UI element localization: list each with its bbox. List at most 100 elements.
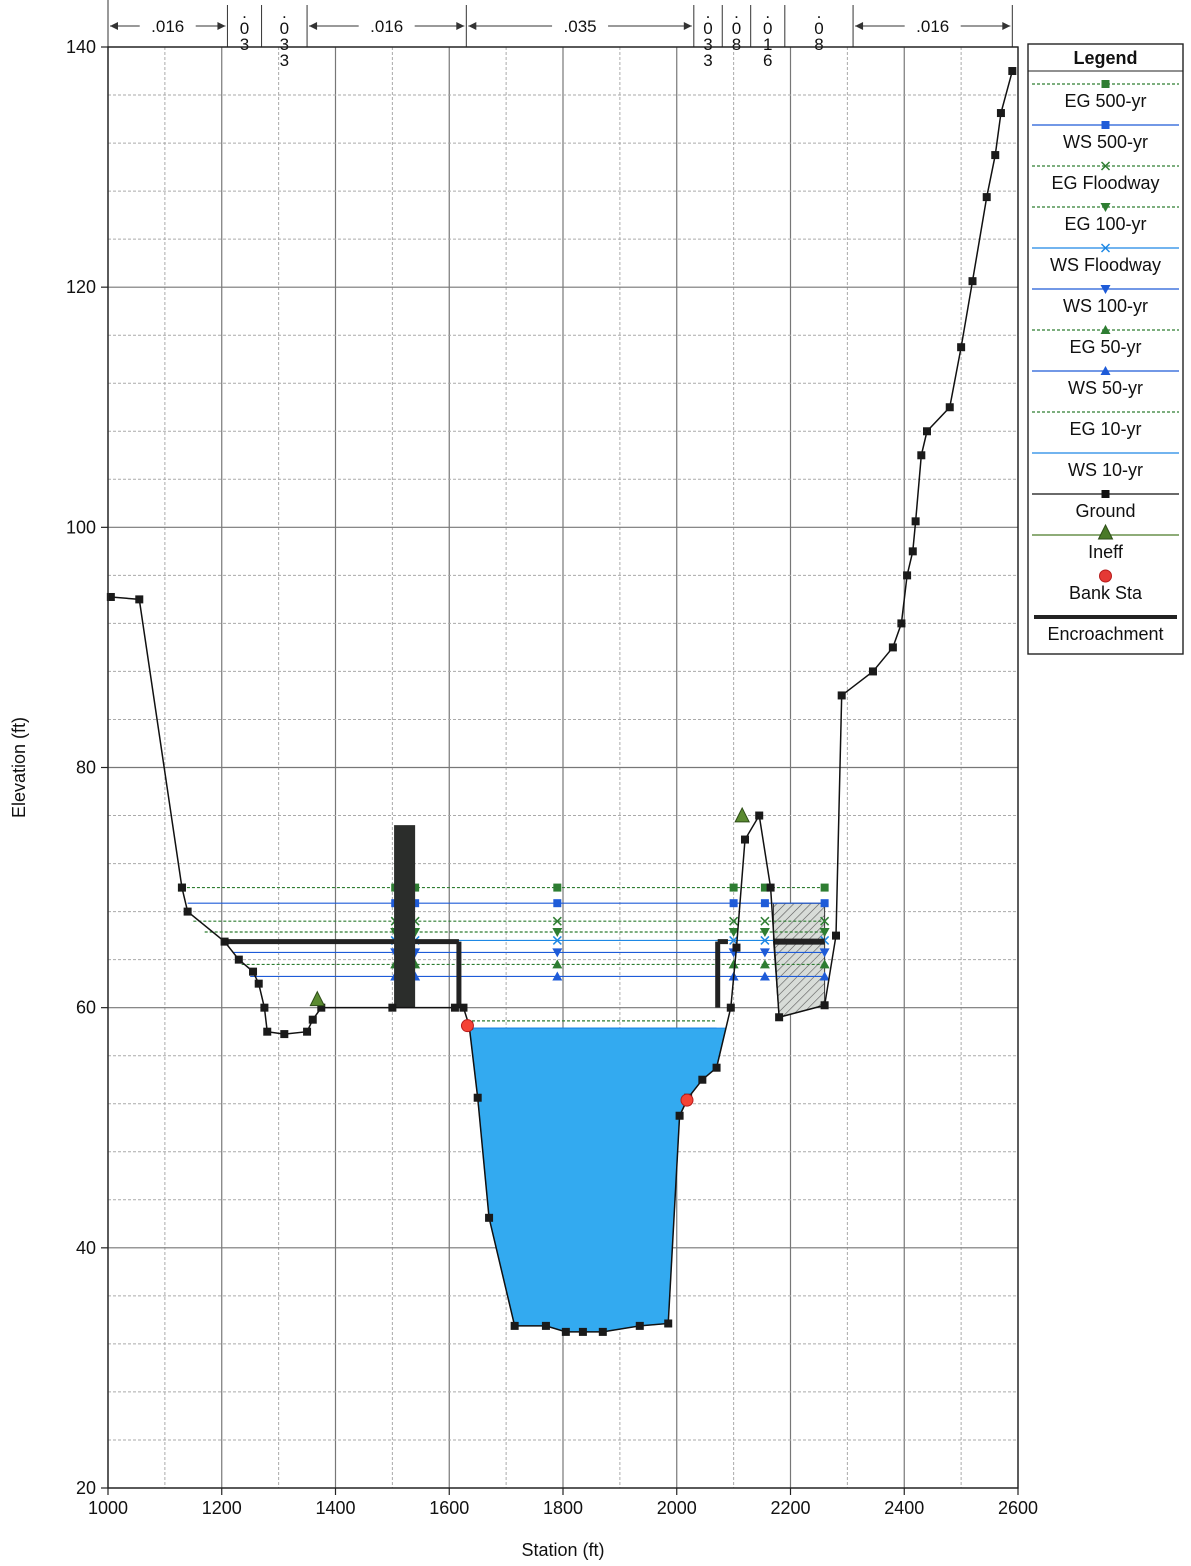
ground-point [766, 883, 775, 892]
manning-n-label: . [817, 3, 822, 22]
manning-n-label: 0 [814, 19, 823, 38]
legend-item-label: WS 100-yr [1063, 296, 1148, 316]
water-surface-marker [552, 959, 563, 969]
legend-marker [1100, 243, 1111, 253]
ground-point [991, 151, 1000, 160]
water-surface-marker [760, 916, 770, 926]
legend-marker [1101, 80, 1110, 88]
manning-arrow-head [309, 22, 318, 30]
water-surface-marker [760, 935, 770, 945]
y-axis-title: Elevation (ft) [9, 717, 29, 818]
manning-arrow-head [468, 22, 477, 30]
bank-station-marker [460, 1019, 474, 1033]
plot-area [106, 67, 1017, 1336]
manning-n-label: .016 [151, 17, 184, 36]
water-surface-marker [552, 948, 563, 958]
ground-point [561, 1327, 570, 1336]
manning-n-label: 6 [763, 51, 772, 70]
y-tick-label: 40 [76, 1238, 96, 1258]
ground-point [263, 1027, 272, 1036]
legend-item-label: EG 500-yr [1064, 91, 1146, 111]
legend-marker [1101, 121, 1110, 129]
ground-point [888, 643, 897, 652]
manning-n-label: 8 [814, 35, 823, 54]
ground-point [635, 1321, 644, 1330]
water-surface-marker [819, 959, 830, 969]
legend-item-label: EG 50-yr [1069, 337, 1141, 357]
ground-point [1008, 67, 1017, 76]
ground-point [732, 943, 741, 952]
axes: 1000 1200 1400 1600 1800 2000 2200 2400 2600 20 40… [9, 37, 1038, 1560]
water-surface-marker [553, 883, 562, 892]
manning-arrow-head [1002, 22, 1011, 30]
y-tick-label: 60 [76, 998, 96, 1018]
water-surface-marker [552, 928, 563, 938]
water-surface-marker [729, 883, 738, 892]
ground-point [903, 571, 912, 580]
ground-point [317, 1003, 326, 1012]
legend-marker [1097, 523, 1114, 540]
water-surface-marker [759, 971, 770, 981]
water-surface-marker [760, 883, 769, 892]
ineff-marker [309, 990, 326, 1007]
legend-item-label: Ineff [1088, 542, 1124, 562]
y-tick-label: 20 [76, 1478, 96, 1498]
manning-n-label: 0 [280, 19, 289, 38]
ground-point [485, 1213, 494, 1222]
legend-title: Legend [1073, 48, 1137, 68]
ground-point [726, 1003, 735, 1012]
manning-n-label: 3 [240, 35, 249, 54]
water-surface-marker [759, 959, 770, 969]
legend-item-label: WS Floodway [1050, 255, 1161, 275]
water-surface-marker [728, 959, 739, 969]
x-tick-label: 1200 [202, 1498, 242, 1518]
legend: Legend EG 500-yr WS 500-yr EG Floodway EG 10… [1027, 43, 1184, 655]
ground-point [832, 931, 840, 940]
legend-marker [1101, 490, 1110, 498]
x-tick-label: 2400 [884, 1498, 924, 1518]
manning-n-label: 3 [703, 35, 712, 54]
ground-point [220, 937, 229, 946]
x-tick-label: 1600 [429, 1498, 469, 1518]
y-tick-label: 140 [66, 37, 96, 57]
ground-point [459, 1003, 468, 1012]
ground-point [675, 1111, 684, 1120]
ground-point [254, 979, 263, 988]
x-tick-label: 1000 [88, 1498, 128, 1518]
manning-n-label: 0 [732, 19, 741, 38]
x-tick-label: 1400 [315, 1498, 355, 1518]
y-tick-label: 100 [66, 517, 96, 537]
bank-station-marker [680, 1093, 694, 1107]
manning-n-label: . [282, 3, 287, 22]
ground-point [820, 1001, 829, 1010]
legend-marker [1100, 325, 1111, 334]
ground-point [664, 1319, 673, 1328]
water-surface-marker [552, 971, 563, 981]
y-tick-label: 120 [66, 277, 96, 297]
ground-point [775, 1013, 784, 1022]
ground-point [917, 451, 926, 460]
manning-n-label: 8 [732, 35, 741, 54]
legend-box [1027, 43, 1184, 655]
ground-point [897, 619, 906, 628]
manning-n-labels: .016.03.033.016.035.033.08.016.08.016 [107, 0, 1013, 70]
ground-point [945, 403, 954, 412]
ground-point [968, 277, 977, 286]
ground-point [450, 1003, 459, 1012]
manning-n-label: 0 [703, 19, 712, 38]
ineff-marker [734, 806, 750, 823]
ground-point [578, 1327, 587, 1336]
ground-point [923, 427, 931, 436]
x-axis-title: Station (ft) [521, 1540, 604, 1560]
ground-point [741, 835, 749, 844]
x-tick-label: 1800 [543, 1498, 583, 1518]
legend-item-label: WS 50-yr [1068, 378, 1143, 398]
ground-point [183, 907, 192, 916]
ground-point [911, 517, 920, 526]
ineffective-area-hatch [772, 902, 826, 1018]
legend-item-label: EG Floodway [1051, 173, 1159, 193]
legend-item-label: WS 10-yr [1068, 460, 1143, 480]
x-tick-label: 2000 [657, 1498, 697, 1518]
water-surface-marker [820, 899, 829, 908]
